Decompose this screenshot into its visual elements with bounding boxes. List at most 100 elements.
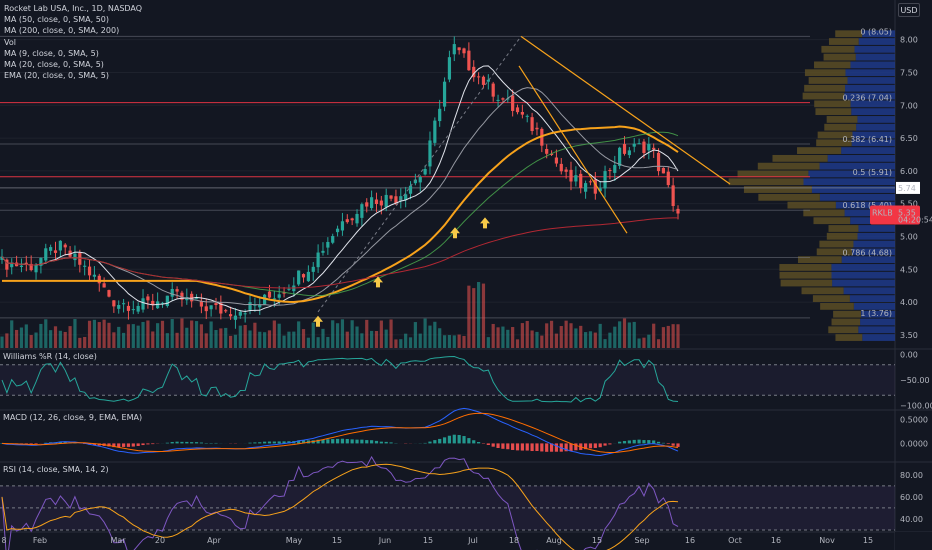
candle-body-105	[511, 95, 515, 111]
volume-bar-9	[44, 319, 48, 348]
legend-ma200[interactable]: MA (200, close, 0, SMA, 200)	[4, 26, 120, 36]
ma200-line	[1, 217, 678, 289]
time-tick-5: May	[286, 536, 303, 545]
volume-bar-54	[263, 332, 267, 348]
candle-body-76	[370, 197, 374, 209]
candle-body-2	[10, 263, 14, 268]
vp-blue-6	[847, 77, 895, 84]
volume-bar-88	[428, 325, 432, 348]
candle-body-43	[209, 305, 213, 310]
ma20-line	[1, 87, 679, 306]
volume-profile	[728, 30, 895, 341]
macd-hist-75	[365, 440, 369, 444]
candle-body-138	[671, 185, 675, 207]
vp-blue-18	[808, 170, 895, 178]
line-value-text: 5.74	[898, 184, 916, 193]
candle-body-39	[190, 293, 194, 302]
vp-blue-32	[832, 279, 895, 287]
vp-gold-0	[835, 30, 863, 38]
candle-body-18	[87, 266, 92, 276]
legend-ma9[interactable]: MA (9, close, 0, SMA, 5)	[4, 48, 99, 58]
volume-bar-104	[506, 329, 510, 348]
candle-body-63	[306, 271, 310, 282]
candle-body-37	[180, 292, 184, 300]
candle-body-137	[666, 171, 670, 186]
macd-hist-88	[428, 441, 432, 444]
candle-body-29	[141, 298, 145, 310]
candle-body-33	[160, 302, 165, 304]
macd-hist-116	[564, 443, 568, 452]
vp-gold-17	[757, 162, 820, 170]
volume-bar-84	[408, 337, 413, 348]
macd-hist-129	[627, 440, 631, 444]
volume-bar-86	[418, 333, 422, 348]
fib-label-1: 0.236 (7.04)	[843, 94, 893, 103]
candle-body-85	[413, 179, 417, 184]
volume-bar-49	[238, 325, 242, 348]
candle-body-47	[228, 314, 233, 317]
candle-body-125	[608, 170, 612, 172]
macd-hist-55	[267, 441, 272, 444]
williams-panel-label[interactable]: Williams %R (14, close)	[3, 352, 97, 361]
volume-bar-17	[83, 336, 87, 348]
macd-hist-112	[545, 443, 549, 452]
candle-body-136	[661, 167, 666, 174]
candle-body-122	[593, 179, 597, 194]
rsi-panel-label[interactable]: RSI (14, close, SMA, 14, 2)	[3, 465, 109, 474]
vp-blue-2	[854, 45, 895, 53]
vp-gold-30	[779, 264, 832, 271]
macd-tick-1: 0.0000	[900, 439, 928, 448]
currency-button[interactable]: USD	[898, 3, 920, 17]
vp-gold-26	[826, 232, 858, 240]
price-tick-4: 6.00	[900, 167, 918, 176]
macd-hist-78	[379, 441, 383, 444]
candle-body-107	[520, 111, 524, 115]
volume-bar-115	[559, 326, 563, 348]
volume-bar-96	[467, 285, 471, 348]
price-tick-6: 5.00	[900, 232, 918, 241]
candle-body-61	[297, 270, 301, 285]
volume-bar-34	[165, 333, 169, 348]
vp-blue-15	[841, 147, 895, 154]
price-tick-7: 4.50	[900, 265, 918, 274]
macd-hist-91	[442, 437, 447, 444]
macd-hist-117	[569, 443, 573, 452]
volume-bar-58	[282, 335, 286, 348]
vp-blue-21	[819, 193, 895, 201]
candle-body-74	[360, 204, 364, 218]
volume-bar-92	[447, 335, 452, 348]
macd-hist-59	[287, 441, 291, 444]
volume-bar-113	[549, 320, 554, 348]
time-tick-14: 16	[685, 536, 695, 545]
volume-bar-25	[121, 332, 126, 348]
ma50-line	[1, 131, 679, 297]
macd-hist-29	[141, 443, 145, 446]
volume-bar-59	[287, 331, 291, 348]
volume-bar-21	[102, 319, 106, 348]
time-tick-3: 20	[155, 536, 165, 545]
vp-gold-19	[728, 178, 804, 186]
volume-bar-50	[243, 325, 247, 348]
macd-hist-39	[190, 442, 194, 444]
macd-panel-label[interactable]: MACD (12, 26, close, 9, EMA, EMA)	[3, 413, 143, 422]
candle-body-12	[58, 240, 62, 251]
candle-body-4	[19, 265, 24, 267]
legend-vol[interactable]: Vol	[4, 37, 16, 47]
legend-ma50[interactable]: MA (50, close, 0, SMA, 50)	[4, 15, 110, 25]
williams-tick-2: −100.00	[900, 401, 932, 410]
legend-ma20[interactable]: MA (20, close, 0, SMA, 5)	[4, 60, 104, 70]
candle-body-9	[44, 248, 48, 261]
legend-ema20[interactable]: EMA (20, close, 0, SMA, 5)	[4, 71, 109, 81]
macd-hist-37	[180, 441, 184, 444]
buy-arrow-icon-2	[450, 227, 460, 239]
volume-bar-99	[481, 283, 486, 348]
candle-body-49	[238, 311, 242, 316]
ema20-line	[2, 125, 679, 304]
candle-body-90	[438, 108, 442, 122]
candle-body-91	[442, 81, 447, 107]
vp-gold-36	[833, 310, 861, 318]
volume-bar-75	[365, 319, 369, 348]
volume-bar-16	[78, 337, 82, 348]
volume-bar-64	[311, 322, 315, 348]
